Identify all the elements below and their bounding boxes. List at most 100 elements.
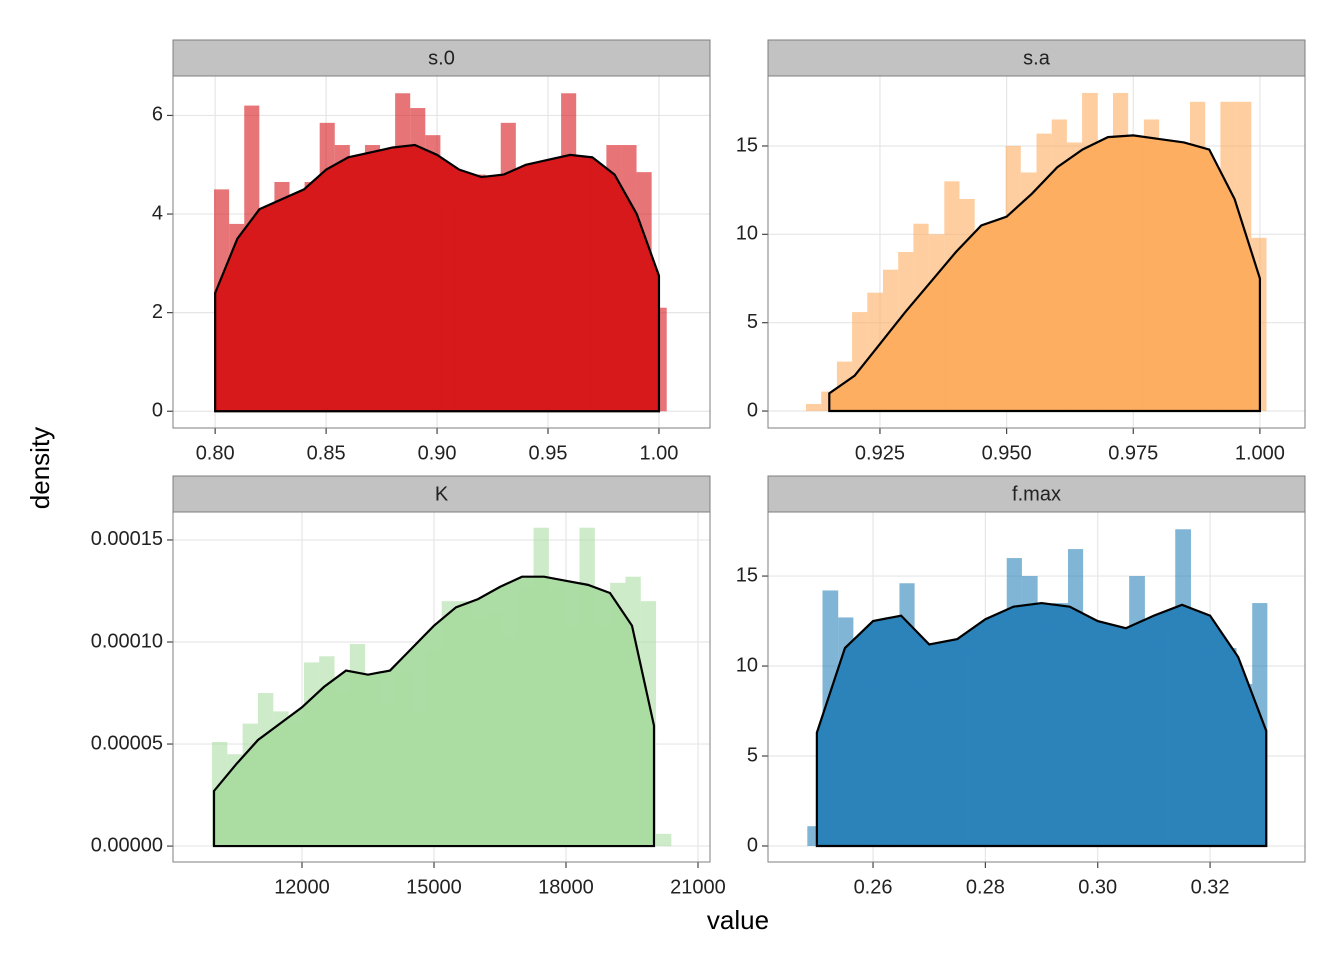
histogram-bar xyxy=(1143,119,1160,412)
histogram-bar xyxy=(365,674,381,847)
histogram-bar xyxy=(1051,119,1067,412)
histogram-bar xyxy=(636,172,652,412)
histogram-bar xyxy=(1190,615,1207,846)
histogram-bar xyxy=(1129,576,1145,846)
histogram-bar xyxy=(334,693,350,847)
panel-border xyxy=(767,75,1306,429)
histogram-bar xyxy=(591,189,607,412)
histogram-bar xyxy=(518,588,534,847)
histogram-bar xyxy=(594,625,611,847)
histogram-bar xyxy=(1114,648,1130,846)
y-tick-label: 15 xyxy=(736,564,758,586)
histogram-bar xyxy=(640,601,657,847)
histogram-bar xyxy=(441,601,458,847)
strip xyxy=(172,475,711,513)
x-tick-label: 0.975 xyxy=(1108,442,1158,464)
histogram-bar xyxy=(1159,145,1175,412)
histogram-bar xyxy=(913,223,929,412)
histogram-bar xyxy=(1220,101,1236,412)
histogram-bar xyxy=(1175,529,1191,846)
histogram-bar xyxy=(259,233,275,412)
histogram-bar xyxy=(959,198,975,412)
histogram-bar xyxy=(485,204,501,412)
histogram-bar xyxy=(455,204,471,412)
histogram-bar xyxy=(1190,101,1206,412)
y-tick-label: 15 xyxy=(736,134,758,156)
histogram-bar xyxy=(853,642,869,846)
panel-border xyxy=(172,75,711,429)
histogram-bar xyxy=(625,576,641,847)
histogram-bar xyxy=(606,145,622,412)
histogram-bar xyxy=(621,145,637,412)
x-tick-label: 21000 xyxy=(670,876,726,898)
histogram-bar xyxy=(227,754,243,847)
x-tick-label: 0.30 xyxy=(1078,876,1117,898)
histogram-bar xyxy=(273,711,289,847)
histogram-bar xyxy=(303,662,320,847)
y-tick-label: 0 xyxy=(747,399,758,421)
density-line xyxy=(214,143,661,413)
histogram-bar xyxy=(1066,142,1083,412)
histogram-bar xyxy=(1206,648,1222,846)
density-line xyxy=(212,575,656,848)
histogram-bar xyxy=(395,93,411,412)
x-tick-label: 1.000 xyxy=(1235,442,1285,464)
x-tick-label: 0.925 xyxy=(855,442,905,464)
histogram-bar xyxy=(289,209,305,412)
histogram-bar xyxy=(1005,145,1021,412)
histogram-bar xyxy=(546,167,562,412)
histogram-bar xyxy=(576,159,592,412)
histogram-bar xyxy=(288,723,304,847)
histogram-bar xyxy=(838,617,854,846)
strip xyxy=(767,39,1306,77)
histogram-bar xyxy=(425,135,441,412)
strip xyxy=(767,475,1306,513)
histogram-bar xyxy=(914,684,930,846)
histogram-bar xyxy=(530,196,547,412)
y-tick-label: 0 xyxy=(152,400,163,422)
histogram-bar xyxy=(898,252,914,412)
y-tick-label: 0.00005 xyxy=(91,732,163,754)
histogram-bar xyxy=(1160,630,1176,846)
histogram-bar xyxy=(1021,576,1038,846)
histogram-bar xyxy=(1097,190,1113,412)
y-tick-label: 10 xyxy=(736,223,758,245)
y-tick-label: 5 xyxy=(747,744,758,766)
histogram-bar xyxy=(349,644,366,847)
histogram-bar xyxy=(349,164,365,412)
y-tick-label: 0 xyxy=(747,834,758,856)
histogram-bar xyxy=(610,582,626,847)
histogram-bar xyxy=(882,269,899,412)
y-tick-label: 2 xyxy=(152,301,163,323)
histogram-bar xyxy=(944,181,960,412)
histogram-bar xyxy=(1083,630,1099,846)
histogram-bar xyxy=(500,122,516,412)
histogram-bar xyxy=(991,630,1007,846)
histogram-bar xyxy=(561,93,577,412)
x-tick-label: 1.00 xyxy=(639,442,678,464)
histogram-bar xyxy=(380,705,396,847)
histogram-bar xyxy=(1067,549,1084,846)
panel-border xyxy=(767,511,1306,863)
x-tick-label: 0.28 xyxy=(966,876,1005,898)
x-tick-label: 18000 xyxy=(538,876,594,898)
histogram-bar xyxy=(945,644,961,846)
x-tick-label: 12000 xyxy=(274,876,330,898)
density-line xyxy=(815,601,1268,848)
histogram-bar xyxy=(470,174,486,412)
histogram-bar xyxy=(257,693,274,847)
y-tick-label: 6 xyxy=(152,104,163,126)
histogram-bar xyxy=(214,189,230,412)
histogram-bar xyxy=(1128,145,1144,412)
histogram-bar xyxy=(229,223,245,412)
x-tick-label: 0.26 xyxy=(854,876,893,898)
histogram-bar xyxy=(960,648,976,846)
histogram-bar xyxy=(244,105,260,412)
histogram-bar xyxy=(472,619,488,847)
y-tick-label: 0.00010 xyxy=(91,630,163,652)
histogram-bar xyxy=(1006,558,1022,846)
histogram-bar xyxy=(502,637,519,847)
x-tick-label: 0.950 xyxy=(982,442,1032,464)
y-tick-label: 5 xyxy=(747,311,758,333)
strip xyxy=(172,39,711,77)
